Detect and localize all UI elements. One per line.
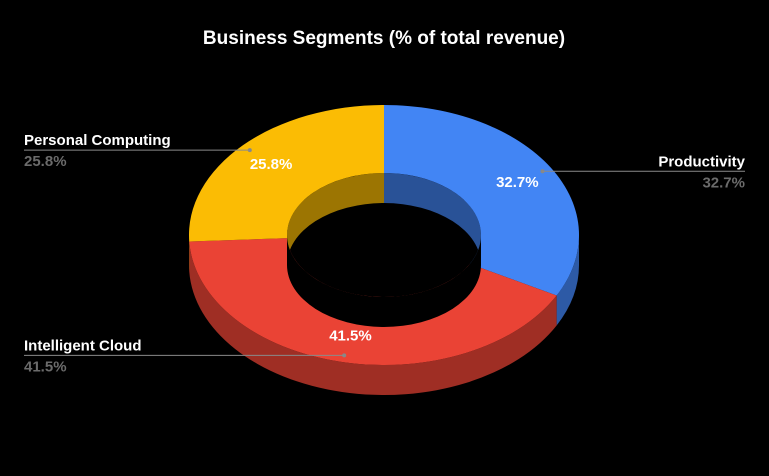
slice-personal-computing — [189, 105, 384, 242]
legend-value-productivity: 32.7% — [702, 174, 745, 191]
inner-wall-productivity-0 — [384, 173, 481, 265]
legend-value-intelligent-cloud: 41.5% — [24, 358, 67, 375]
slice-label-personal-computing: 25.8% — [250, 156, 293, 173]
donut-depth — [189, 235, 579, 396]
donut-top-faces — [189, 105, 580, 365]
donut-inner-wall — [287, 173, 481, 265]
legend-name-productivity: Productivity — [658, 153, 745, 170]
slice-label-intelligent-cloud: 41.5% — [329, 327, 372, 344]
legend-name-personal-computing: Personal Computing — [24, 132, 171, 149]
slice-labels: 32.7% 41.5% 25.8% — [250, 156, 539, 344]
wall-intelligent-cloud — [189, 241, 557, 396]
legend-callouts: Productivity 32.7% Intelligent Cloud 41.5% P… — [24, 132, 746, 375]
inner-wall-personal-computing-1 — [287, 173, 384, 265]
chart-title: Business Segments (% of total revenue) — [203, 28, 565, 49]
legend-name-intelligent-cloud: Intelligent Cloud — [24, 337, 142, 354]
legend-value-personal-computing: 25.8% — [24, 153, 67, 170]
wall-productivity — [556, 235, 579, 326]
donut-hole — [287, 235, 481, 327]
slice-label-productivity: 32.7% — [496, 174, 539, 191]
slice-productivity — [384, 105, 580, 296]
